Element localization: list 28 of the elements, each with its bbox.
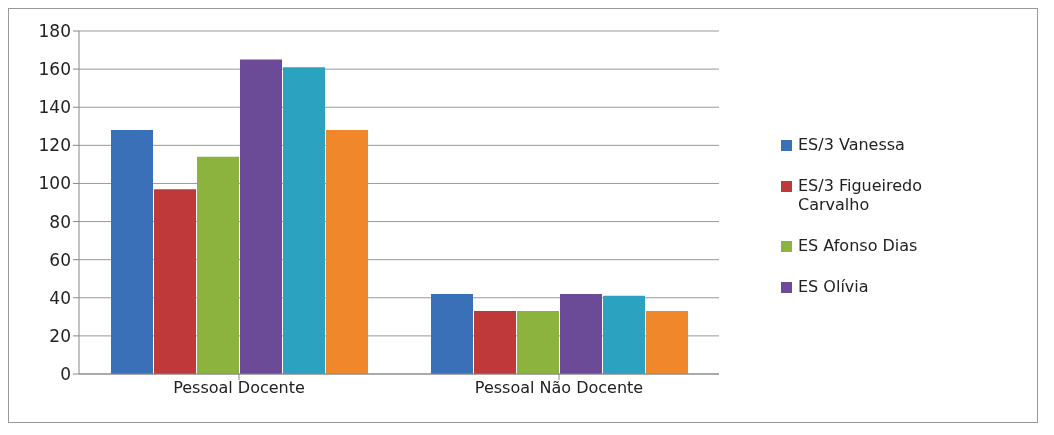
- y-tick-label: 120: [38, 135, 71, 156]
- y-tick-label: 180: [38, 21, 71, 42]
- legend-label: ES Afonso Dias: [798, 236, 919, 255]
- bar: [474, 311, 516, 374]
- y-tick-label: 160: [38, 59, 71, 80]
- legend-label: ES/3 Figueiredo Carvalho: [798, 176, 923, 214]
- legend-label: ES/3 Vanessa: [798, 135, 906, 154]
- y-tick-label: 20: [49, 325, 71, 346]
- y-tick-label: 40: [49, 287, 71, 308]
- y-tick-label: 0: [60, 364, 71, 385]
- bar: [517, 311, 559, 374]
- legend-label: ES Olívia: [798, 277, 870, 296]
- bar: [240, 59, 282, 374]
- bar: [560, 293, 602, 374]
- bar: [197, 156, 239, 374]
- y-tick-label: 100: [38, 173, 71, 194]
- y-tick-label: 140: [38, 97, 71, 118]
- y-tick-label: 60: [49, 249, 71, 270]
- bar: [603, 295, 645, 374]
- bar: [283, 67, 325, 374]
- bar: [431, 293, 473, 374]
- x-tick-label: Pessoal Não Docente: [474, 378, 644, 398]
- bar: [646, 311, 688, 374]
- bar: [111, 130, 153, 374]
- bar: [326, 130, 368, 374]
- bar: [154, 189, 196, 374]
- x-tick-label: Pessoal Docente: [173, 378, 305, 398]
- y-tick-label: 80: [49, 211, 71, 232]
